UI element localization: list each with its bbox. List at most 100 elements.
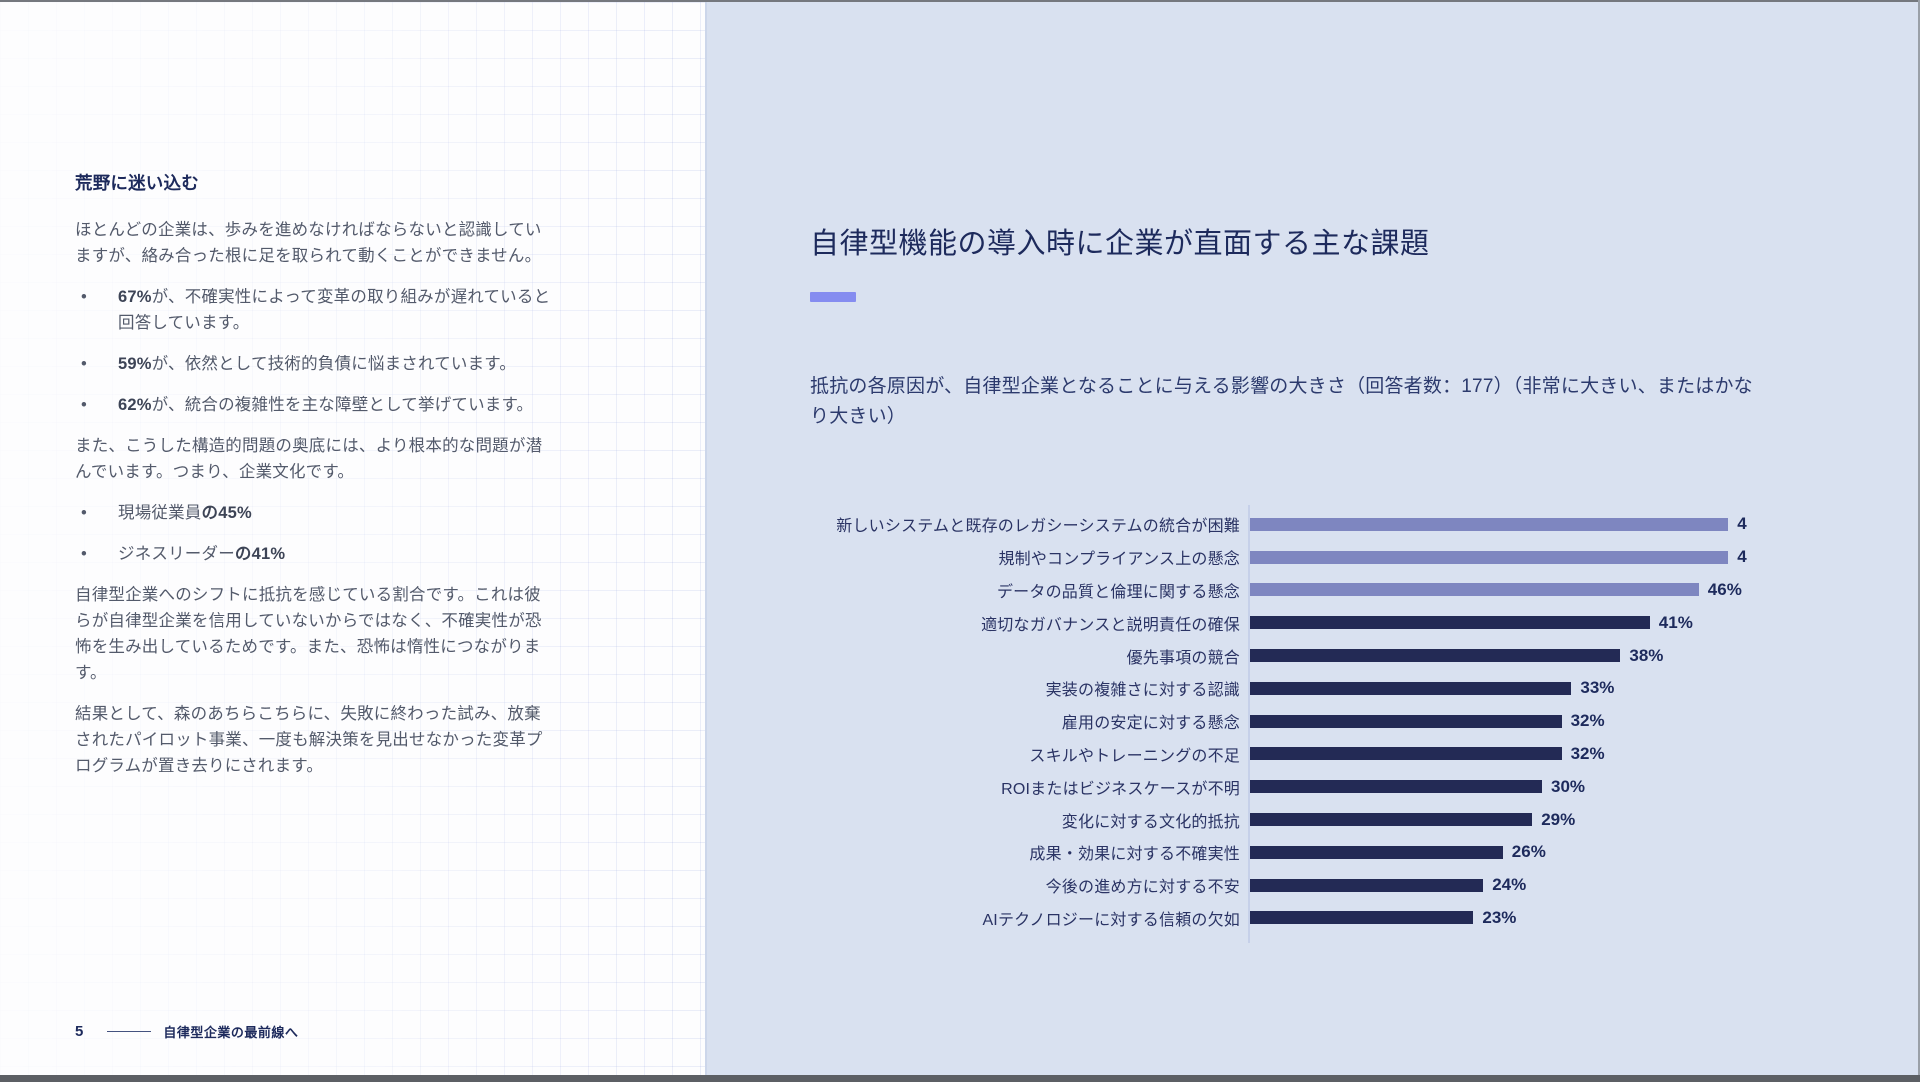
chart-bar-area: 33% [1248, 678, 1614, 698]
stat-value: の45% [201, 504, 252, 522]
chart-bar-area: 32% [1248, 711, 1605, 731]
footer-rule [107, 1031, 152, 1032]
chart-bar-area: 24% [1248, 875, 1526, 895]
window-bottom-edge [0, 1075, 1920, 1082]
section-heading: 荒野に迷い込む [75, 173, 199, 193]
grid-paper-background [0, 2, 705, 1075]
chart-bar [1248, 780, 1542, 794]
chart-category-label: 規制やコンプライアンス上の懸念 [998, 551, 1240, 569]
chart-category-label: 適切なガバナンスと説明責任の確保 [981, 616, 1240, 634]
chart-value-label: 41% [1658, 612, 1693, 632]
document-title: 自律型企業の最前線へ [163, 1025, 299, 1040]
stat-bullet-list: 現場従業員の45% ジネスリーダーの41% [75, 500, 557, 567]
chart-row: 変化に対する文化的抵抗 29% [830, 803, 1830, 836]
stat-value: 62% [118, 396, 152, 414]
stat-bullet-list: 67%が、不確実性によって変革の取り組みが遅れていると回答しています。 59%が… [75, 284, 557, 418]
bar-chart-rows: 新しいシステムと既存のレガシーシステムの統合が困難 4 規制やコンプライアンス上の懸… [830, 508, 1830, 934]
chart-row: ROIまたはビジネスケースが不明 30% [830, 770, 1830, 803]
stat-text: が、不確実性によって変革の取り組みが遅れていると回答しています。 [118, 288, 551, 332]
chart-category-label: 実装の複雑さに対する認識 [1045, 682, 1240, 700]
chart-bar-area: 26% [1248, 842, 1546, 862]
chart-value-label: 24% [1492, 875, 1527, 895]
paragraph: ほとんどの企業は、歩みを進めなければならないと認識していますが、絡み合った根に足… [75, 221, 542, 265]
paragraph: 自律型企業へのシフトに抵抗を感じている割合です。これは彼らが自律型企業を信用して… [75, 586, 542, 682]
chart-category-label: AIテクノロジーに対する信頼の欠如 [982, 911, 1240, 929]
left-text-column: 荒野に迷い込む ほとんどの企業は、歩みを進めなければならないと認識していますが、… [75, 170, 557, 794]
chart-value-label: 23% [1482, 907, 1517, 927]
chart-category-label: 今後の進め方に対する不安 [1045, 879, 1240, 897]
chart-subtitle: 抵抗の各原因が、自律型企業となることに与える影響の大きさ（回答者数：177）（非… [810, 376, 1753, 427]
chart-category-label: データの品質と倫理に関する懸念 [996, 583, 1240, 601]
chart-category-label: 変化に対する文化的抵抗 [1061, 813, 1240, 831]
chart-row: 新しいシステムと既存のレガシーシステムの統合が困難 4 [830, 508, 1830, 541]
chart-category-label: ROIまたはビジネスケースが不明 [1001, 780, 1240, 798]
chart-row: AIテクノロジーに対する信頼の欠如 23% [830, 902, 1830, 935]
chart-bar [1248, 681, 1572, 695]
page-footer: 5 自律型企業の最前線へ [75, 1022, 298, 1041]
list-item: ジネスリーダーの41% [75, 541, 557, 567]
chart-bar-area: 23% [1248, 908, 1516, 928]
stat-text: ジネスリーダー [118, 545, 235, 563]
chart-panel: 自律型機能の導入時に企業が直面する主な課題 抵抗の各原因が、自律型企業となること… [705, 2, 1918, 1075]
chart-value-label: 32% [1570, 711, 1605, 731]
chart-row: スキルやトレーニングの不足 32% [830, 738, 1830, 771]
chart-bar [1248, 616, 1650, 630]
chart-value-label: 38% [1629, 645, 1664, 665]
list-item: 現場従業員の45% [75, 500, 557, 526]
chart-axis-line [1248, 505, 1250, 943]
window-right-edge [1918, 0, 1920, 1082]
stat-value: 59% [118, 355, 152, 373]
chart-bar [1248, 714, 1562, 728]
chart-value-label: 26% [1511, 842, 1546, 862]
chart-row: 規制やコンプライアンス上の懸念 4 [830, 541, 1830, 574]
bar-chart: 新しいシステムと既存のレガシーシステムの統合が困難 4 規制やコンプライアンス上の懸… [830, 505, 1830, 943]
stat-text: が、依然として技術的負債に悩まされています。 [151, 355, 517, 373]
chart-bar-area: 38% [1248, 646, 1663, 666]
chart-value-label: 33% [1580, 678, 1615, 698]
left-text-page: 荒野に迷い込む ほとんどの企業は、歩みを進めなければならないと認識していますが、… [0, 2, 705, 1075]
accent-dash [810, 292, 856, 302]
chart-bar [1248, 878, 1484, 892]
chart-row: データの品質と倫理に関する懸念 46% [830, 574, 1830, 607]
chart-value-label: 4 [1737, 547, 1747, 567]
chart-bar-area: 29% [1248, 810, 1575, 830]
chart-value-label: 4 [1737, 514, 1747, 534]
chart-value-label: 32% [1570, 743, 1605, 763]
chart-row: 実装の複雑さに対する認識 33% [830, 672, 1830, 705]
chart-title: 自律型機能の導入時に企業が直面する主な課題 [810, 228, 1430, 260]
list-item: 67%が、不確実性によって変革の取り組みが遅れていると回答しています。 [75, 284, 557, 336]
window-top-edge [0, 0, 1920, 2]
chart-bar-area: 46% [1248, 580, 1742, 600]
chart-value-label: 29% [1541, 809, 1576, 829]
chart-category-label: 優先事項の競合 [1126, 649, 1240, 667]
chart-row: 雇用の安定に対する懸念 32% [830, 705, 1830, 738]
chart-bar [1248, 747, 1562, 761]
chart-row: 今後の進め方に対する不安 24% [830, 869, 1830, 902]
chart-bar [1248, 550, 1729, 564]
list-item: 62%が、統合の複雑性を主な障壁として挙げています。 [75, 392, 557, 418]
chart-bar [1248, 583, 1699, 597]
chart-value-label: 30% [1551, 776, 1586, 796]
chart-bar-area: 30% [1248, 777, 1585, 797]
chart-bar-area: 4 [1248, 514, 1747, 534]
chart-category-label: 成果・効果に対する不確実性 [1029, 846, 1240, 864]
chart-bar [1248, 845, 1503, 859]
stat-value: 67% [118, 288, 152, 306]
stat-value: の41% [234, 545, 286, 563]
chart-category-label: 新しいシステムと既存のレガシーシステムの統合が困難 [836, 518, 1240, 536]
chart-category-label: スキルやトレーニングの不足 [1029, 747, 1240, 765]
page-number: 5 [75, 1023, 84, 1040]
chart-bar [1248, 911, 1474, 925]
chart-bar [1248, 813, 1533, 827]
chart-row: 成果・効果に対する不確実性 26% [830, 836, 1830, 869]
stat-text: が、統合の複雑性を主な障壁として挙げています。 [151, 396, 534, 414]
chart-category-label: 雇用の安定に対する懸念 [1061, 715, 1240, 733]
list-item: 59%が、依然として技術的負債に悩まされています。 [75, 351, 557, 377]
stat-text: 現場従業員 [118, 504, 202, 522]
chart-bar [1248, 517, 1729, 531]
chart-bar-area: 4 [1248, 547, 1747, 567]
chart-row: 優先事項の競合 38% [830, 639, 1830, 672]
paragraph: 結果として、森のあちらこちらに、失敗に終わった試み、放棄されたパイロット事業、一… [75, 705, 543, 775]
chart-row: 適切なガバナンスと説明責任の確保 41% [830, 606, 1830, 639]
